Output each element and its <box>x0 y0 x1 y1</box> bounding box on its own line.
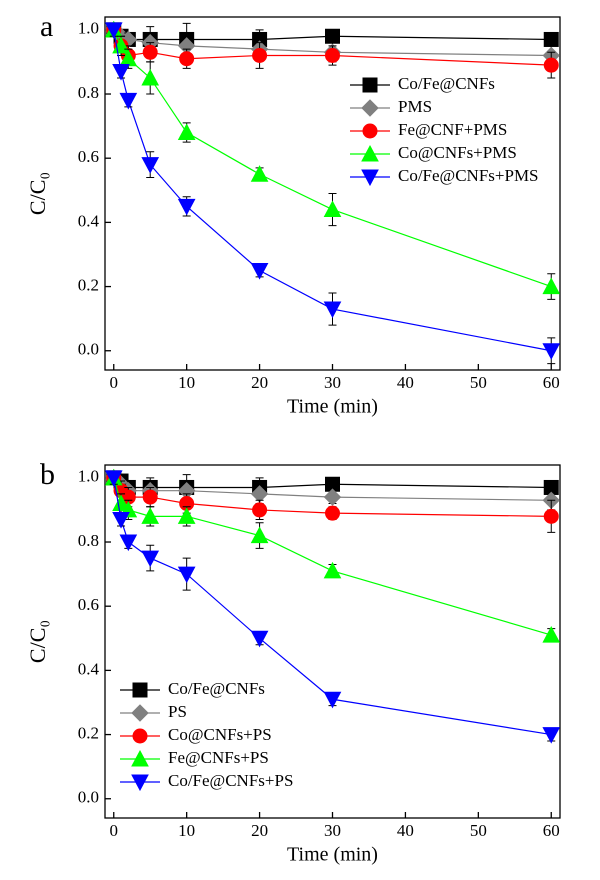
point <box>141 157 160 174</box>
point <box>142 489 158 505</box>
point <box>323 691 342 709</box>
point <box>323 200 342 218</box>
y-tick-label: 0.6 <box>78 595 99 614</box>
point <box>252 48 268 64</box>
point <box>177 507 196 524</box>
y-tick-label: 0.4 <box>78 211 100 230</box>
point <box>177 566 196 584</box>
y-tick-label: 0.4 <box>78 659 100 678</box>
point <box>142 44 158 60</box>
point <box>542 727 561 744</box>
point <box>252 502 268 518</box>
y-tick-label: 1.0 <box>78 19 99 38</box>
point <box>141 68 160 86</box>
legend-marker <box>131 749 149 767</box>
y-tick-label: 0.0 <box>78 788 99 807</box>
y-tick-label: 0.6 <box>78 147 99 166</box>
point <box>112 64 130 81</box>
panel-label: b <box>40 458 55 491</box>
point <box>325 48 340 64</box>
point <box>119 92 138 110</box>
point <box>119 534 138 552</box>
point <box>177 123 196 141</box>
x-tick-label: 0 <box>110 821 119 840</box>
x-tick-label: 50 <box>470 821 487 840</box>
point <box>542 343 561 360</box>
legend-label: PS <box>168 702 187 721</box>
point <box>323 488 342 506</box>
x-tick-label: 0 <box>110 373 119 392</box>
legend-label: PMS <box>398 97 432 116</box>
y-tick-label: 0.8 <box>78 83 99 102</box>
legend-marker <box>362 123 378 139</box>
x-axis-label: Time (min) <box>287 396 378 418</box>
y-axis-label: C/C₀ <box>25 620 50 663</box>
point <box>250 263 269 280</box>
x-tick-label: 60 <box>543 373 560 392</box>
x-tick-label: 20 <box>251 821 268 840</box>
legend-marker <box>362 77 378 93</box>
point <box>177 198 196 216</box>
point <box>104 470 123 487</box>
point <box>542 626 561 643</box>
y-axis-label: C/C₀ <box>25 172 50 215</box>
point <box>542 277 561 295</box>
x-tick-label: 10 <box>178 373 195 392</box>
point <box>543 57 559 73</box>
x-tick-label: 60 <box>543 821 560 840</box>
legend-label: Co/Fe@CNFs <box>398 74 495 93</box>
legend-label: Co/Fe@CNFs <box>168 679 265 698</box>
x-tick-label: 50 <box>470 373 487 392</box>
point <box>543 31 559 47</box>
legend-marker <box>361 99 379 117</box>
legend-marker <box>361 144 379 162</box>
panel-label: a <box>40 10 53 43</box>
y-tick-label: 0.8 <box>78 531 99 550</box>
point <box>141 550 160 568</box>
x-axis-label: Time (min) <box>287 844 378 866</box>
y-tick-label: 0.2 <box>78 275 99 294</box>
point <box>323 301 342 319</box>
x-tick-label: 20 <box>251 373 268 392</box>
point <box>250 526 269 544</box>
legend-marker <box>131 774 149 792</box>
point <box>112 494 130 512</box>
x-tick-label: 30 <box>324 821 341 840</box>
point <box>141 507 160 524</box>
legend-label: Co/Fe@CNFs+PS <box>168 771 293 790</box>
legend-marker <box>361 169 379 187</box>
point <box>112 512 130 529</box>
point <box>323 561 342 579</box>
point <box>250 630 269 648</box>
y-tick-label: 0.2 <box>78 723 99 742</box>
legend-label: Co/Fe@CNFs+PMS <box>398 166 539 185</box>
point <box>543 508 559 524</box>
legend-label: Fe@CNF+PMS <box>398 120 507 139</box>
point <box>104 22 123 39</box>
y-tick-label: 0.0 <box>78 340 99 359</box>
point <box>250 165 269 182</box>
legend-label: Co@CNFs+PS <box>168 725 272 744</box>
point <box>179 51 195 67</box>
x-tick-label: 40 <box>397 373 414 392</box>
y-tick-label: 1.0 <box>78 467 99 486</box>
x-tick-label: 10 <box>178 821 195 840</box>
point <box>325 505 340 521</box>
legend-label: Co@CNFs+PMS <box>398 143 517 162</box>
legend-label: Fe@CNFs+PS <box>168 748 269 767</box>
legend-marker <box>132 728 148 744</box>
x-tick-label: 40 <box>397 821 414 840</box>
legend-marker <box>131 704 149 722</box>
point <box>325 28 340 44</box>
legend-marker <box>132 682 148 698</box>
x-tick-label: 30 <box>324 373 341 392</box>
